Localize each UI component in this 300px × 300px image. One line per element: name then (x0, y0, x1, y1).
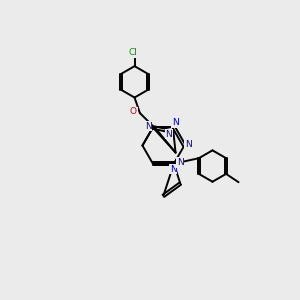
Text: N: N (170, 164, 177, 173)
Text: N: N (177, 158, 184, 167)
Text: Cl: Cl (129, 48, 138, 57)
Text: N: N (172, 118, 178, 127)
Text: N: N (145, 122, 152, 131)
Text: O: O (130, 107, 137, 116)
Text: N: N (165, 130, 172, 139)
Text: N: N (185, 140, 192, 149)
